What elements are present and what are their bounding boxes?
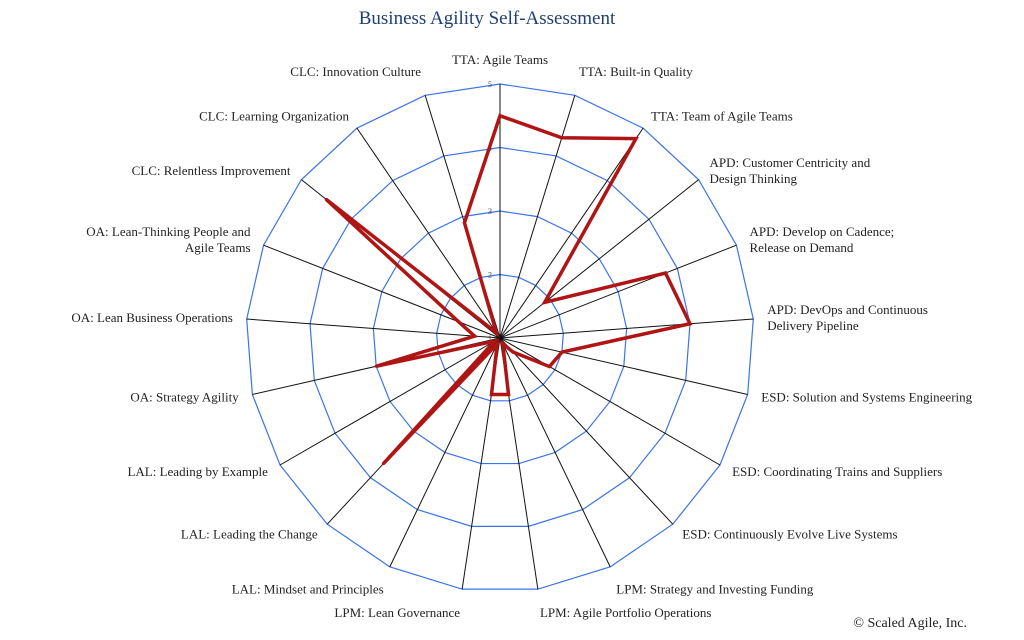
axis-spoke — [356, 127, 501, 339]
axis-spoke — [499, 337, 674, 525]
category-label: CLC: Relentless Improvement — [132, 163, 291, 178]
axis-spoke — [389, 337, 501, 568]
axis-spoke — [499, 337, 721, 466]
grid-ring — [309, 146, 691, 527]
category-label: LAL: Leading by Example — [127, 464, 268, 479]
data-point — [501, 342, 505, 346]
data-point — [374, 364, 378, 368]
category-label-line: ESD: Coordinating Trains and Suppliers — [732, 464, 942, 479]
data-point — [457, 320, 461, 324]
data-point — [547, 365, 551, 369]
category-label-line: TTA: Agile Teams — [452, 52, 548, 67]
axis-spoke — [499, 337, 611, 568]
category-label-line: Design Thinking — [710, 171, 798, 186]
data-point — [495, 342, 499, 346]
category-label-line: CLC: Innovation Culture — [290, 64, 421, 79]
category-label: ESD: Coordinating Trains and Suppliers — [732, 464, 942, 479]
category-label-line: OA: Lean Business Operations — [71, 310, 232, 325]
category-label: APD: Customer Centricity and Design Think… — [710, 155, 871, 186]
data-point — [634, 137, 638, 141]
category-label: TTA: Team of Agile Teams — [651, 109, 793, 124]
grid-ring — [246, 83, 754, 590]
category-label-line: Release on Demand — [749, 240, 853, 255]
category-label: LAL: Leading the Change — [181, 526, 318, 541]
category-label: APD: DevOps and Continuous Delivery Pipel… — [767, 302, 928, 333]
category-label-line: TTA: Built-in Quality — [579, 64, 693, 79]
category-label: TTA: Built-in Quality — [579, 64, 693, 79]
category-label-line: LAL: Mindset and Principles — [232, 581, 384, 596]
category-label: OA: Lean-Thinking People and Agile Teams — [86, 224, 251, 255]
category-label-line: APD: Customer Centricity and — [710, 155, 871, 170]
data-point — [688, 322, 692, 326]
axis-spoke — [263, 244, 501, 339]
axis-spoke — [499, 127, 644, 339]
category-label-line: APD: DevOps and Continuous — [767, 302, 928, 317]
category-label-line: Delivery Pipeline — [767, 318, 859, 333]
tick-label: 5 — [488, 80, 492, 89]
data-point — [324, 197, 328, 201]
data-point — [493, 339, 496, 343]
series-group — [324, 113, 693, 466]
category-label: ESD: Solution and Systems Engineering — [761, 390, 972, 405]
category-label-line: LPM: Agile Portfolio Operations — [540, 605, 712, 620]
category-label-line: CLC: Learning Organization — [199, 109, 349, 124]
tick-label: 1 — [488, 334, 492, 343]
series-line — [325, 113, 693, 465]
category-label: OA: Strategy Agility — [130, 390, 239, 405]
category-label: LPM: Strategy and Investing Funding — [616, 581, 814, 596]
category-label-line: CLC: Relentless Improvement — [132, 163, 291, 178]
category-label: TTA: Agile Teams — [452, 52, 548, 67]
grid-ring — [436, 273, 564, 402]
axis-spoke — [499, 318, 754, 339]
data-point — [494, 331, 498, 335]
data-point — [507, 393, 511, 397]
chart-title: Business Agility Self-Assessment — [359, 8, 616, 29]
data-point — [498, 114, 502, 118]
category-label-line: ESD: Solution and Systems Engineering — [761, 390, 972, 405]
category-labels: TTA: Agile Teams TTA: Built-in Quality TTA… — [71, 52, 972, 620]
grid-ring — [372, 210, 628, 465]
data-point — [489, 393, 493, 397]
data-point — [511, 350, 515, 354]
category-label: CLC: Innovation Culture — [290, 64, 421, 79]
axis-spoke — [499, 95, 576, 339]
category-label-line: LPM: Lean Governance — [334, 605, 460, 620]
category-label-line: APD: Develop on Cadence; — [749, 224, 894, 239]
axis-spoke — [499, 179, 699, 339]
category-label-line: ESD: Continuously Evolve Live Systems — [682, 526, 897, 541]
category-label-line: TTA: Team of Agile Teams — [651, 109, 793, 124]
axis-spoke — [246, 318, 501, 339]
axis-spoke — [499, 337, 748, 396]
category-label: APD: Develop on Cadence; Release on Deman… — [749, 224, 894, 255]
axis-spoke — [499, 244, 737, 339]
category-label: LPM: Agile Portfolio Operations — [540, 605, 712, 620]
data-point — [473, 334, 477, 338]
grid-rings — [246, 83, 754, 590]
category-label: OA: Lean Business Operations — [71, 310, 232, 325]
category-label-line: LAL: Leading by Example — [127, 464, 268, 479]
category-label-line: LPM: Strategy and Investing Funding — [616, 581, 814, 596]
data-point — [664, 271, 668, 275]
category-label: LAL: Mindset and Principles — [232, 581, 384, 596]
category-label-line: LAL: Leading the Change — [181, 526, 318, 541]
category-label-line: Agile Teams — [185, 240, 251, 255]
data-point — [381, 462, 385, 466]
data-point — [560, 136, 564, 140]
tick-label: 2 — [488, 271, 492, 280]
category-label: ESD: Continuously Evolve Live Systems — [682, 526, 897, 541]
data-point — [543, 300, 547, 304]
data-point — [560, 350, 564, 354]
axis-spoke — [279, 337, 501, 466]
copyright-notice: © Scaled Agile, Inc. — [853, 616, 967, 631]
category-label: LPM: Lean Governance — [334, 605, 460, 620]
tick-label: 3 — [488, 207, 492, 216]
category-label-line: OA: Strategy Agility — [130, 390, 239, 405]
data-point — [462, 221, 466, 225]
category-label-line: OA: Lean-Thinking People and — [86, 224, 251, 239]
category-label: CLC: Learning Organization — [199, 109, 349, 124]
